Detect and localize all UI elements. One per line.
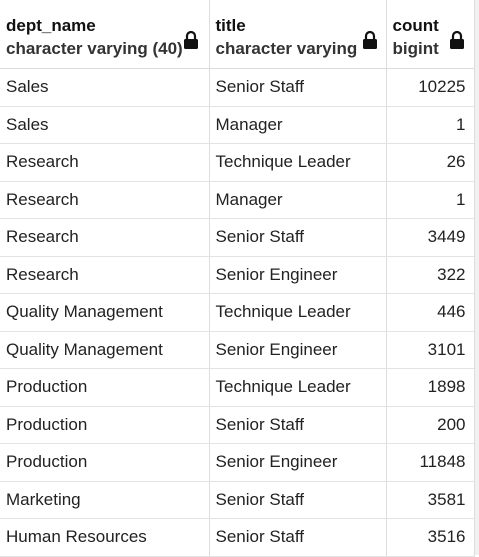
cell-count[interactable]: 200: [386, 406, 475, 444]
cell-title[interactable]: Senior Engineer: [209, 256, 387, 294]
table-row[interactable]: Research Senior Engineer 322: [0, 256, 475, 294]
lock-icon: [184, 30, 198, 49]
cell-dept-name[interactable]: Production: [0, 406, 210, 444]
cell-count[interactable]: 1898: [386, 368, 475, 407]
cell-title[interactable]: Technique Leader: [209, 293, 387, 332]
cell-title[interactable]: Senior Staff: [209, 518, 387, 557]
cell-dept-name[interactable]: Quality Management: [0, 331, 210, 369]
cell-count[interactable]: 10225: [386, 68, 475, 107]
cell-count[interactable]: 322: [386, 256, 475, 294]
table-row[interactable]: Production Senior Staff 200: [0, 406, 475, 444]
table-row[interactable]: Research Senior Staff 3449: [0, 218, 475, 257]
cell-dept-name[interactable]: Production: [0, 368, 210, 407]
cell-dept-name[interactable]: Quality Management: [0, 293, 210, 332]
cell-count[interactable]: 11848: [386, 443, 475, 482]
cell-title[interactable]: Senior Staff: [209, 406, 387, 444]
column-header-count[interactable]: count bigint: [386, 0, 475, 69]
cell-title[interactable]: Senior Staff: [209, 218, 387, 257]
column-name: count: [392, 16, 439, 35]
cell-count[interactable]: 446: [386, 293, 475, 332]
table-row[interactable]: Human Resources Senior Staff 3516: [0, 518, 475, 557]
cell-title[interactable]: Senior Staff: [209, 481, 387, 519]
column-name: dept_name: [6, 16, 96, 35]
cell-dept-name[interactable]: Production: [0, 443, 210, 482]
cell-count[interactable]: 1: [386, 106, 475, 144]
cell-title[interactable]: Manager: [209, 106, 387, 144]
cell-title[interactable]: Senior Staff: [209, 68, 387, 107]
cell-dept-name[interactable]: Marketing: [0, 481, 210, 519]
cell-title[interactable]: Technique Leader: [209, 143, 387, 182]
table-row[interactable]: Research Technique Leader 26: [0, 143, 475, 182]
cell-count[interactable]: 26: [386, 143, 475, 182]
lock-icon: [362, 30, 377, 49]
cell-count[interactable]: 1: [386, 181, 475, 219]
cell-dept-name[interactable]: Research: [0, 181, 210, 219]
column-name: title: [215, 16, 246, 35]
header-row: dept_name character varying (40) title c…: [0, 0, 475, 69]
column-type: bigint: [392, 39, 439, 58]
column-type: character varying (40): [6, 39, 183, 58]
vertical-scrollbar[interactable]: [474, 0, 479, 555]
lock-icon: [449, 30, 464, 49]
column-type: character varying: [215, 39, 358, 58]
column-header-dept-name[interactable]: dept_name character varying (40): [0, 0, 210, 69]
table-row[interactable]: Sales Senior Staff 10225: [0, 68, 475, 107]
cell-count[interactable]: 3449: [386, 218, 475, 257]
cell-dept-name[interactable]: Research: [0, 218, 210, 257]
cell-count[interactable]: 3101: [386, 331, 475, 369]
cell-title[interactable]: Manager: [209, 181, 387, 219]
table-row[interactable]: Production Technique Leader 1898: [0, 368, 475, 407]
table-row[interactable]: Research Manager 1: [0, 181, 475, 219]
cell-title[interactable]: Technique Leader: [209, 368, 387, 407]
table-row[interactable]: Quality Management Senior Engineer 3101: [0, 331, 475, 369]
cell-title[interactable]: Senior Engineer: [209, 443, 387, 482]
cell-dept-name[interactable]: Research: [0, 143, 210, 182]
table-row[interactable]: Quality Management Technique Leader 446: [0, 293, 475, 332]
column-header-title[interactable]: title character varying: [209, 0, 387, 69]
cell-dept-name[interactable]: Sales: [0, 106, 210, 144]
cell-count[interactable]: 3581: [386, 481, 475, 519]
cell-count[interactable]: 3516: [386, 518, 475, 557]
table-row[interactable]: Sales Manager 1: [0, 106, 475, 144]
table-row[interactable]: Production Senior Engineer 11848: [0, 443, 475, 482]
cell-title[interactable]: Senior Engineer: [209, 331, 387, 369]
table-row[interactable]: Marketing Senior Staff 3581: [0, 481, 475, 519]
cell-dept-name[interactable]: Sales: [0, 68, 210, 107]
cell-dept-name[interactable]: Research: [0, 256, 210, 294]
cell-dept-name[interactable]: Human Resources: [0, 518, 210, 557]
